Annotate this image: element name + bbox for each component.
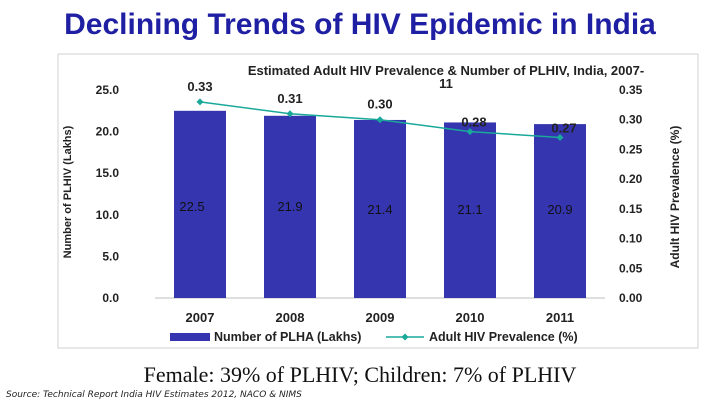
x-tick-label: 2009 bbox=[366, 310, 395, 325]
y-right-tick-label: 0.10 bbox=[619, 232, 643, 246]
bar bbox=[534, 124, 586, 298]
y-right-tick-label: 0.15 bbox=[619, 202, 643, 216]
bar bbox=[174, 110, 226, 298]
bar-data-label: 21.9 bbox=[277, 199, 302, 214]
prevalence-data-label: 0.28 bbox=[461, 115, 486, 130]
bar-data-label: 22.5 bbox=[179, 199, 204, 214]
source-note: Source: Technical Report India HIV Estim… bbox=[6, 390, 302, 400]
y-tick-label: 25.0 bbox=[96, 83, 120, 97]
legend-line-label: Adult HIV Prevalence (%) bbox=[429, 330, 578, 344]
prevalence-point bbox=[376, 116, 384, 124]
y-right-tick-label: 0.05 bbox=[619, 261, 643, 275]
prevalence-data-label: 0.30 bbox=[367, 97, 392, 112]
y-tick-label: 20.0 bbox=[96, 125, 120, 139]
prevalence-point bbox=[286, 110, 294, 118]
bar bbox=[264, 115, 316, 299]
prevalence-point bbox=[466, 128, 474, 136]
bar-data-label: 20.9 bbox=[547, 202, 572, 217]
y-tick-label: 5.0 bbox=[102, 249, 119, 263]
slide-caption: Female: 39% of PLHIV; Children: 7% of PL… bbox=[143, 362, 577, 387]
x-tick-label: 2011 bbox=[546, 310, 574, 325]
y-right-tick-label: 0.25 bbox=[619, 142, 643, 156]
y-right-tick-label: 0.20 bbox=[619, 172, 643, 186]
prevalence-point bbox=[556, 134, 564, 142]
prevalence-data-label: 0.27 bbox=[551, 121, 576, 136]
y-right-tick-label: 0.35 bbox=[619, 83, 643, 97]
y-tick-label: 15.0 bbox=[96, 166, 120, 180]
prevalence-point bbox=[196, 98, 204, 106]
chart-title-line: 11 bbox=[439, 76, 453, 91]
x-tick-label: 2010 bbox=[456, 310, 485, 325]
y-right-tick-label: 0.30 bbox=[619, 113, 643, 127]
legend-bar-swatch bbox=[170, 333, 210, 341]
y-right-tick-label: 0.00 bbox=[619, 291, 643, 305]
chart-title-line: Estimated Adult HIV Prevalence & Number … bbox=[248, 63, 644, 78]
y-right-axis-title: Adult HIV Prevalence (%) bbox=[668, 126, 682, 269]
legend-line-marker bbox=[401, 333, 409, 341]
slide-title: Declining Trends of HIV Epidemic in Indi… bbox=[64, 8, 656, 41]
prevalence-data-label: 0.31 bbox=[277, 91, 302, 106]
y-axis-title: Number of PLHIV (Lakhs) bbox=[62, 125, 74, 258]
legend-bar-label: Number of PLHA (Lakhs) bbox=[214, 330, 361, 344]
prevalence-data-label: 0.33 bbox=[187, 79, 212, 94]
y-tick-label: 10.0 bbox=[96, 208, 120, 222]
bar bbox=[354, 119, 406, 299]
bar-data-label: 21.1 bbox=[457, 202, 482, 217]
bar-data-label: 21.4 bbox=[367, 202, 392, 217]
y-tick-label: 0.0 bbox=[102, 291, 119, 305]
x-tick-label: 2007 bbox=[186, 310, 215, 325]
x-tick-label: 2008 bbox=[276, 310, 305, 325]
bar bbox=[444, 122, 496, 298]
